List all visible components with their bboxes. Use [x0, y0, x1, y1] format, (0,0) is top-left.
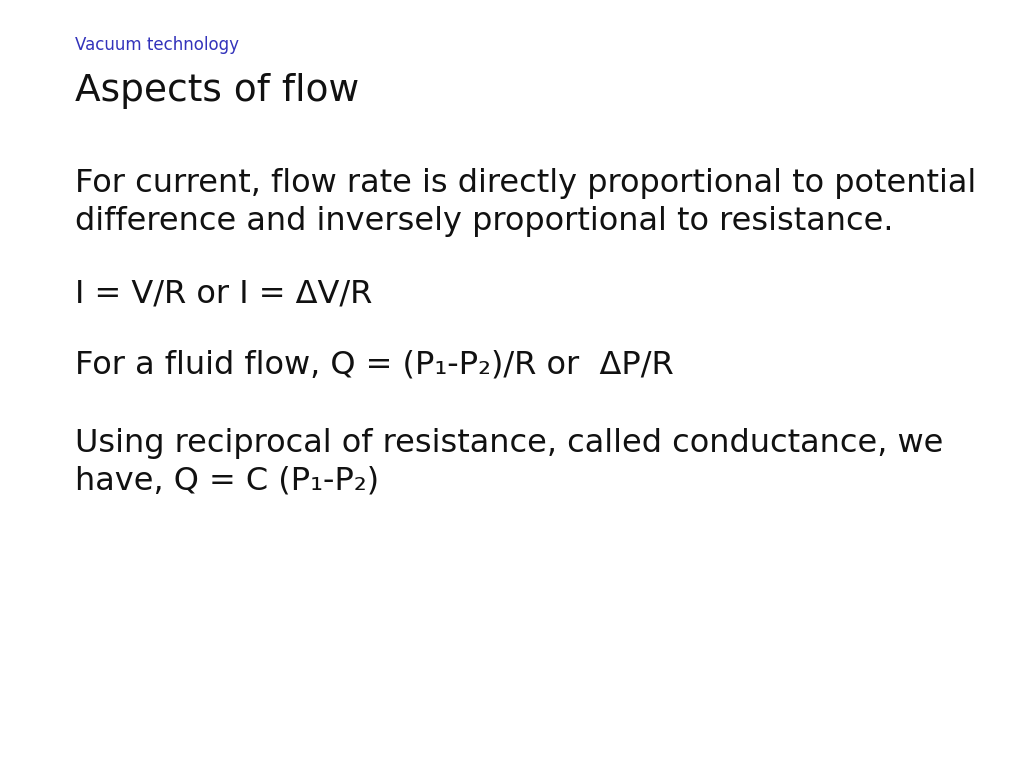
Text: For current, flow rate is directly proportional to potential: For current, flow rate is directly propo… — [75, 168, 975, 199]
Text: difference and inversely proportional to resistance.: difference and inversely proportional to… — [75, 206, 893, 237]
Text: I = V/R or I = ΔV/R: I = V/R or I = ΔV/R — [75, 278, 372, 309]
Text: Vacuum technology: Vacuum technology — [75, 36, 238, 54]
Text: Aspects of flow: Aspects of flow — [75, 73, 359, 109]
Text: For a fluid flow, Q = (P₁-P₂)/R or  ΔP/R: For a fluid flow, Q = (P₁-P₂)/R or ΔP/R — [75, 350, 674, 381]
Text: have, Q = C (P₁-P₂): have, Q = C (P₁-P₂) — [75, 466, 379, 497]
Text: Using reciprocal of resistance, called conductance, we: Using reciprocal of resistance, called c… — [75, 428, 943, 459]
